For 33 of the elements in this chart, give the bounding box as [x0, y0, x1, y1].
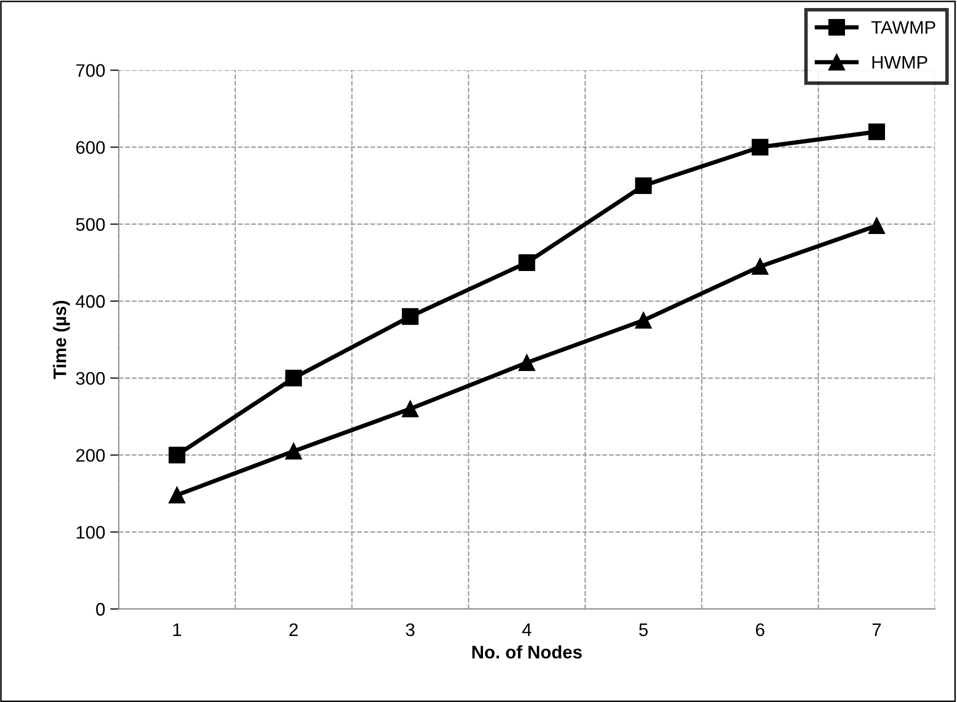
x-axis-title: No. of Nodes: [472, 645, 582, 659]
point: [635, 177, 652, 194]
x-tick-label: 2: [289, 623, 298, 636]
y-tick-label: 400: [76, 295, 105, 308]
point: [518, 354, 536, 372]
point: [868, 217, 886, 234]
point: [518, 254, 536, 271]
y-tick-label: 700: [76, 64, 105, 77]
legend-label: HWMP: [872, 56, 928, 69]
x-tick-label: 5: [639, 624, 648, 636]
x-tick-label: 6: [756, 623, 764, 636]
point: [168, 486, 186, 504]
point: [635, 312, 652, 329]
point: [402, 308, 419, 325]
y-tick-label: 500: [76, 218, 105, 231]
point: [752, 258, 768, 275]
y-tick-label: 600: [76, 141, 105, 154]
point: [752, 138, 768, 156]
point: [168, 446, 186, 464]
y-tick-label: 100: [76, 526, 105, 539]
x-tick-label: 1: [173, 624, 182, 636]
y-tick-label: 300: [76, 372, 105, 385]
point: [285, 442, 302, 460]
y-axis-title: Time (µs): [52, 300, 70, 380]
y-tick-label: 200: [76, 448, 105, 462]
x-tick-label: 7: [872, 624, 881, 636]
legend-label: TAWMP: [871, 21, 936, 34]
point: [285, 370, 302, 386]
x-tick-label: 3: [406, 623, 414, 636]
point: [402, 400, 419, 418]
y-tick-label: 0: [96, 602, 105, 616]
x-tick-label: 4: [522, 624, 532, 636]
point: [868, 123, 886, 140]
